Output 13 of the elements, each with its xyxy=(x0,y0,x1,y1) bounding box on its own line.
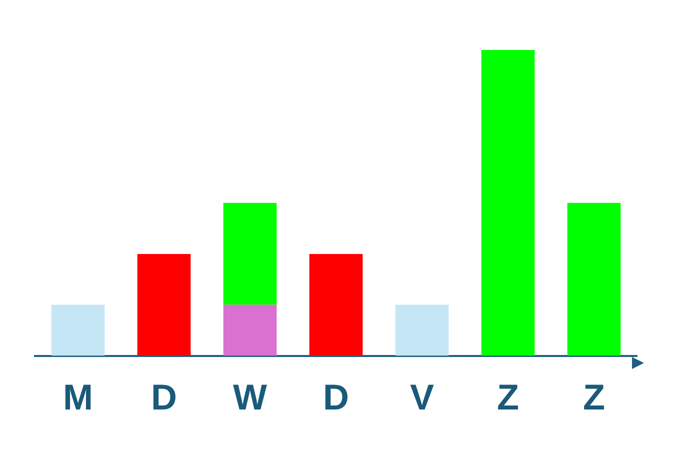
bar xyxy=(137,254,191,356)
bar xyxy=(223,304,277,356)
x-tick-label: M xyxy=(63,376,93,418)
bar xyxy=(309,254,363,356)
bar xyxy=(51,304,105,356)
x-tick-label: W xyxy=(233,376,268,418)
bar xyxy=(395,304,449,356)
x-tick-label: D xyxy=(323,376,349,418)
x-tick-label: D xyxy=(151,376,177,418)
x-tick-label: V xyxy=(410,376,434,418)
x-tick-label: Z xyxy=(497,376,519,418)
bar xyxy=(223,202,277,305)
x-tick-label: Z xyxy=(583,376,605,418)
